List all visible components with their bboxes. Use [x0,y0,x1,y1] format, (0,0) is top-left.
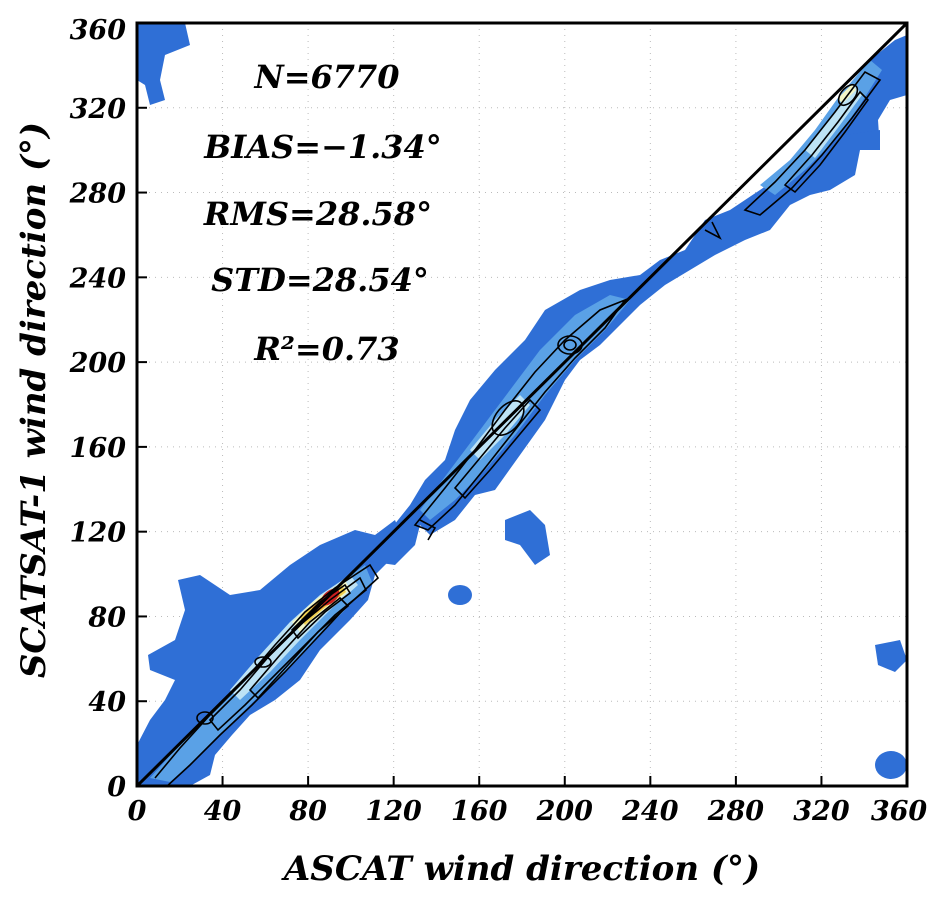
x-axis-tick-labels: 0 40 80 120 160 200 240 280 320 360 [128,796,928,827]
x-tick-label: 240 [621,796,679,827]
y-tick-label: 120 [70,518,127,549]
stat-n: N=6770 [253,58,399,96]
y-tick-label: 320 [70,94,127,125]
y-axis-title: SCATSAT-1 wind direction (°) [14,122,54,678]
y-tick-label: 200 [69,348,127,379]
y-tick-label: 280 [69,179,127,210]
y-tick-label: 80 [87,602,126,633]
x-tick-label: 360 [871,796,928,827]
x-tick-label: 160 [451,796,508,827]
x-tick-label: 0 [128,796,147,827]
x-tick-label: 120 [365,796,422,827]
stat-r2: R²=0.73 [253,330,399,368]
x-tick-label: 40 [204,796,242,827]
y-tick-label: 40 [88,687,126,718]
x-tick-label: 280 [707,796,765,827]
stat-std: STD=28.54° [211,261,429,299]
stat-rms: RMS=28.58° [203,195,432,233]
y-axis-tick-labels: 0 40 80 120 160 200 240 280 320 360 [69,15,127,803]
y-tick-label: 240 [69,263,127,294]
x-axis-title: ASCAT wind direction (°) [281,849,760,889]
x-tick-label: 320 [793,796,850,827]
y-tick-label: 360 [70,15,127,46]
x-tick-label: 200 [536,796,594,827]
stat-bias: BIAS=−1.34° [203,128,442,166]
density-outer-blob [448,585,472,605]
x-tick-label: 80 [288,796,327,827]
density-outer-blob [875,751,907,779]
y-tick-label: 0 [107,772,126,803]
y-tick-label: 160 [70,433,127,464]
